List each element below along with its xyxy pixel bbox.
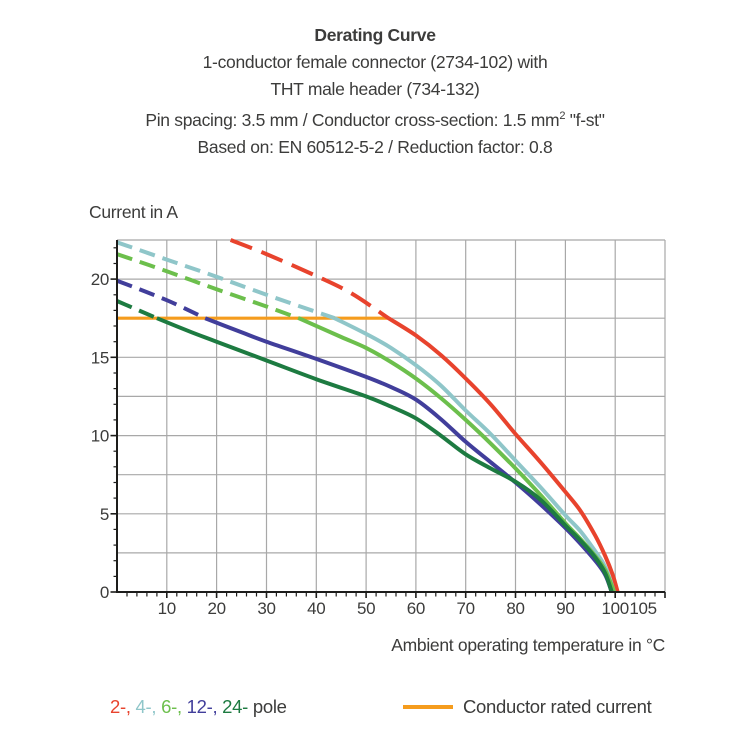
x-tick-label: 90	[556, 599, 574, 618]
y-tick-label: 10	[91, 427, 109, 446]
header-line-pin-spacing: Pin spacing: 3.5 mm / Conductor cross-se…	[145, 109, 605, 130]
curve-24-pole-dashed	[116, 299, 158, 321]
pole-legend-item: 6-,	[161, 696, 182, 717]
x-tick-label: 105	[629, 599, 656, 618]
y-tick-label: 15	[91, 348, 109, 367]
pole-legend-item: 4-,	[135, 696, 157, 717]
pole-legend-item: 12-,	[186, 696, 218, 717]
x-tick-label: 30	[257, 599, 275, 618]
y-tick-label: 0	[100, 583, 109, 602]
curve-12-pole-dashed	[116, 278, 207, 321]
legend-row: 2-, 4-, 6-, 12-, 24- pole Conductor rate…	[0, 696, 750, 722]
header-line-based-on: Based on: EN 60512-5-2 / Reduction facto…	[197, 136, 553, 157]
x-tick-label: 10	[158, 599, 176, 618]
rated-current-line-swatch	[403, 705, 453, 709]
curve-2-pole-dashed	[229, 238, 390, 320]
x-tick-label: 100	[601, 599, 628, 618]
x-tick-label: 40	[307, 599, 325, 618]
pole-legend-item: 2-,	[110, 696, 131, 717]
rated-current-legend: Conductor rated current	[403, 696, 652, 718]
x-tick-label: 80	[506, 599, 524, 618]
y-tick-label: 20	[91, 270, 109, 289]
pole-legend-suffix: pole	[252, 696, 287, 717]
curve-24-pole-solid	[156, 316, 614, 593]
rated-current-label: Conductor rated current	[463, 696, 652, 717]
pole-legend-items: 2-, 4-, 6-, 12-, 24-	[110, 696, 253, 717]
curve-2-pole-solid	[387, 316, 620, 593]
curve-4-pole-dashed	[116, 240, 336, 321]
y-tick-label: 5	[100, 505, 109, 524]
y-axis-title: Current in A	[89, 202, 178, 222]
curve-12-pole-solid	[204, 316, 614, 593]
curve-4-pole-solid	[333, 316, 617, 593]
page-title: Derating Curve	[314, 25, 436, 45]
pole-legend: 2-, 4-, 6-, 12-, 24- pole	[110, 696, 287, 718]
x-tick-label: 20	[207, 599, 225, 618]
pole-legend-item: 24-	[222, 696, 249, 717]
curve-6-pole-dashed	[116, 252, 300, 321]
header-line-header: THT male header (734-132)	[270, 79, 480, 99]
x-tick-label: 60	[407, 599, 425, 618]
curve-6-pole-solid	[297, 316, 617, 593]
x-tick-label: 70	[457, 599, 475, 618]
chart-header: Derating Curve 1-conductor female connec…	[0, 22, 750, 161]
x-tick-label: 50	[357, 599, 375, 618]
x-axis-title: Ambient operating temperature in °C	[391, 635, 665, 655]
superscript-2: 2	[559, 110, 566, 122]
header-line-connector: 1-conductor female connector (2734-102) …	[202, 52, 548, 72]
